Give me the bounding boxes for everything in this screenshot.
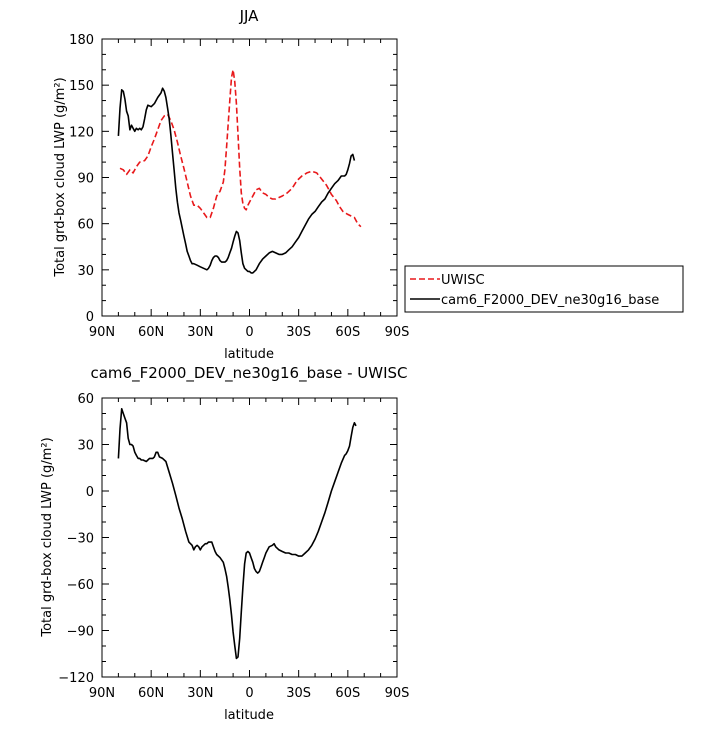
top-y-tick-label: 180	[69, 33, 94, 48]
top-x-axis-label: latitude	[224, 347, 274, 362]
top-series-line-cam6-f2000-dev-ne30g16-base	[117, 87, 356, 274]
bottom-y-tick-label: 60	[77, 392, 94, 407]
bottom-y-tick-label: 0	[86, 485, 94, 500]
top-series-line-uwisc	[119, 69, 362, 228]
bottom-panel: cam6_F2000_DEV_ne30g16_base - UWISC 90N 6…	[40, 364, 409, 723]
top-x-tick-label: 0	[245, 325, 253, 340]
top-x-tick-label: 90N	[89, 325, 115, 340]
bottom-y-tick-label: −90	[67, 625, 94, 640]
bottom-panel-title: cam6_F2000_DEV_ne30g16_base - UWISC	[90, 364, 407, 383]
bottom-series-lines	[117, 408, 357, 660]
bottom-series-line-difference	[117, 408, 357, 660]
top-plot-frame	[101, 38, 398, 317]
legend-uwisc-label: UWISC	[441, 273, 485, 288]
top-y-tick-label: 90	[77, 172, 94, 187]
bottom-plot-frame	[101, 397, 398, 678]
top-y-tick-label: 150	[69, 79, 94, 94]
bottom-x-tick-label: 60N	[138, 686, 164, 701]
top-panel: JJA 90N 60N 30N 0 30S 60S 90S0306090120150180 …	[53, 7, 409, 362]
bottom-x-tick-label: 0	[245, 686, 253, 701]
top-x-tick-label: 60S	[335, 325, 360, 340]
bottom-x-tick-label: 30N	[187, 686, 213, 701]
top-panel-title: JJA	[239, 7, 260, 25]
bottom-x-tick-label: 30S	[286, 686, 311, 701]
top-y-tick-label: 120	[69, 125, 94, 140]
top-x-tick-label: 30N	[187, 325, 213, 340]
bottom-x-tick-label: 90N	[89, 686, 115, 701]
bottom-axis-ticks: 90N 60N 30N 0 30S 60S 90S −120 −90 −60 −30 0 30 60	[58, 392, 409, 701]
legend-cam6-label: cam6_F2000_DEV_ne30g16_base	[441, 293, 659, 308]
bottom-y-axis-label: Total grd-box cloud LWP (g/m²)	[40, 437, 55, 637]
top-x-tick-label: 60N	[138, 325, 164, 340]
top-x-tick-label: 90S	[385, 325, 410, 340]
top-x-tick-label: 30S	[286, 325, 311, 340]
bottom-x-tick-label: 90S	[385, 686, 410, 701]
top-series-lines	[117, 69, 362, 274]
top-y-tick-label: 60	[77, 218, 94, 233]
bottom-y-tick-label: −60	[67, 578, 94, 593]
top-y-tick-label: 30	[77, 264, 94, 279]
top-y-tick-label: 0	[86, 310, 94, 325]
bottom-y-tick-label: −120	[58, 671, 94, 686]
bottom-x-axis-label: latitude	[224, 708, 274, 723]
top-y-axis-label: Total grd-box cloud LWP (g/m²)	[53, 77, 68, 277]
bottom-y-tick-label: −30	[67, 532, 94, 547]
top-axis-ticks: 90N 60N 30N 0 30S 60S 90S 0 30 60 90 120 150 180	[69, 33, 409, 340]
bottom-x-tick-label: 60S	[335, 686, 360, 701]
legend: UWISC cam6_F2000_DEV_ne30g16_base	[404, 265, 684, 313]
legend-box	[404, 265, 684, 313]
bottom-y-tick-label: 30	[77, 439, 94, 454]
